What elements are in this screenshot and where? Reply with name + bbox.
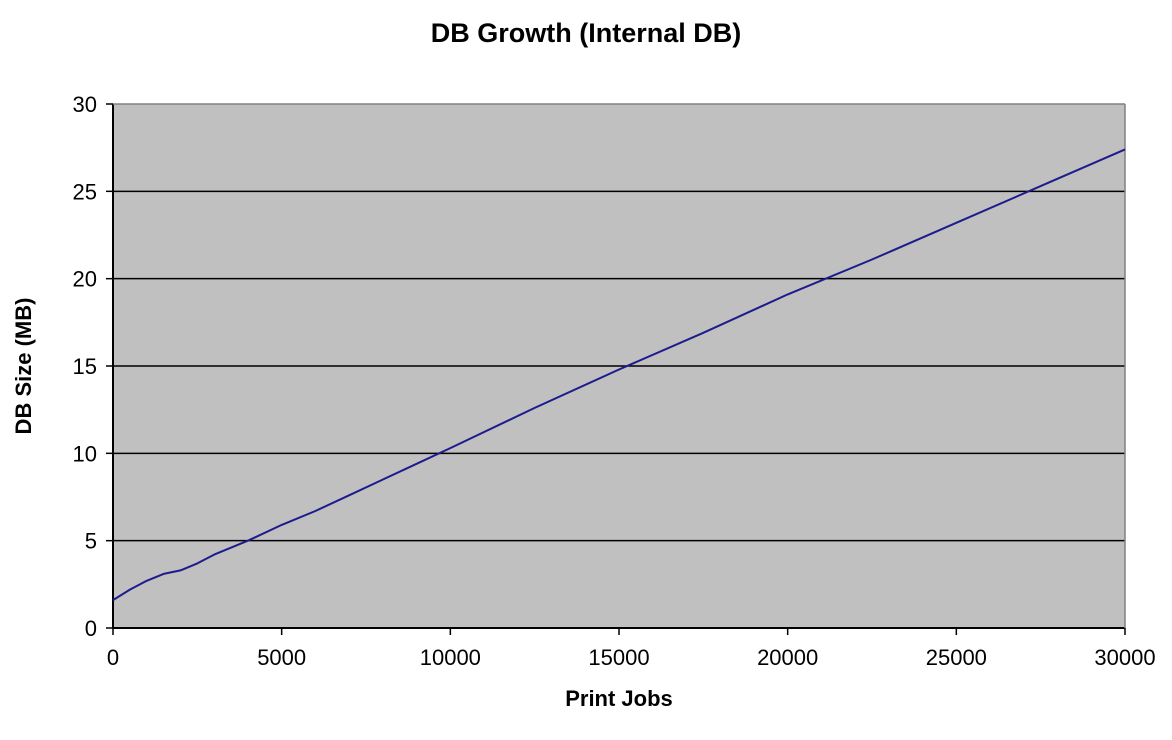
x-tick-label-25000: 25000	[926, 645, 987, 670]
y-tick-label-0: 0	[85, 616, 97, 641]
y-tick-label-5: 5	[85, 529, 97, 554]
y-axis-ticks: 0 5 10 15 20 25 30	[73, 92, 113, 641]
x-tick-label-5000: 5000	[257, 645, 306, 670]
x-tick-label-30000: 30000	[1094, 645, 1155, 670]
gridlines	[113, 190, 1125, 542]
x-tick-label-10000: 10000	[420, 645, 481, 670]
x-tick-label-15000: 15000	[588, 645, 649, 670]
series-line	[112, 148, 1126, 601]
chart-title: DB Growth (Internal DB)	[431, 18, 742, 48]
y-tick-label-25: 25	[73, 179, 97, 204]
y-tick-label-15: 15	[73, 354, 97, 379]
y-axis-label: DB Size (MB)	[11, 298, 36, 435]
x-axis-label: Print Jobs	[565, 686, 673, 711]
x-axis-ticks: 0 5000 10000 15000 20000 25000 30000	[107, 628, 1156, 670]
y-tick-label-20: 20	[73, 267, 97, 292]
y-tick-label-30: 30	[73, 92, 97, 117]
x-tick-label-20000: 20000	[757, 645, 818, 670]
y-tick-label-10: 10	[73, 441, 97, 466]
x-tick-label-0: 0	[107, 645, 119, 670]
